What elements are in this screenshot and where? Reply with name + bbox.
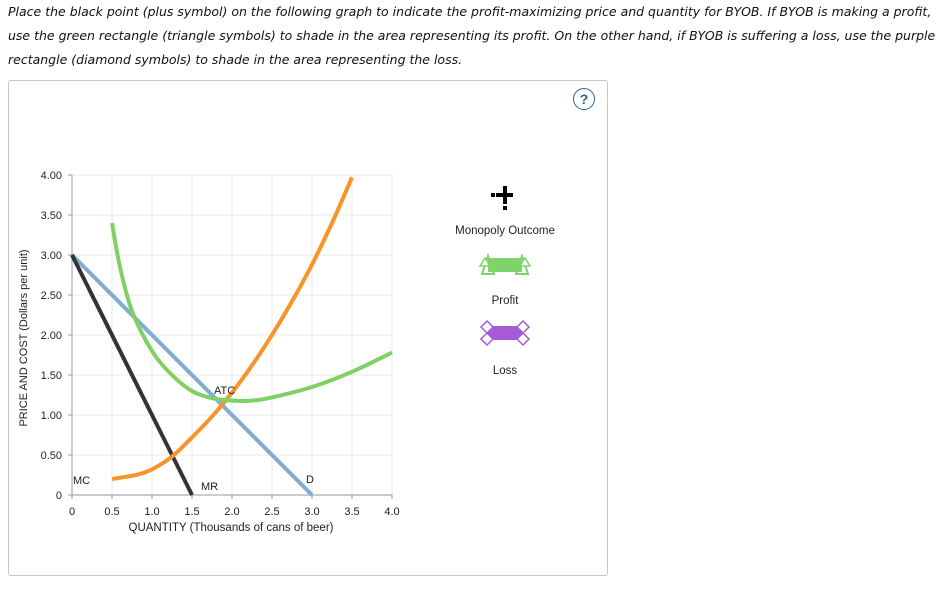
- x-tick-label: 1.5: [184, 506, 199, 518]
- x-tick-label: 2.5: [264, 506, 279, 518]
- y-tick-label: 0: [56, 490, 62, 502]
- plus-point-icon[interactable]: [491, 186, 513, 210]
- d-label: D: [306, 474, 314, 486]
- atc-label: ATC: [214, 385, 235, 397]
- profit-tool[interactable]: Profit: [478, 252, 532, 307]
- instructions-line-1: Place the black point (plus symbol) on t…: [8, 4, 932, 19]
- x-tick-label: 3.5: [344, 506, 359, 518]
- help-icon[interactable]: ?: [573, 88, 595, 110]
- chart-ticks: 0 0.50 1.00 1.50 2.00 2.50 3.00 3.50 4.00 0 0.5 1.0…: [41, 170, 400, 518]
- profit-rectangle-icon[interactable]: [478, 252, 532, 275]
- instructions-line-3: rectangle (diamond symbols) to shade in …: [8, 52, 463, 67]
- chart-series[interactable]: [70, 176, 393, 497]
- mr-label: MR: [201, 481, 218, 493]
- x-tick-label: 0: [69, 506, 75, 518]
- monopoly-outcome-tool[interactable]: Monopoly Outcome: [455, 186, 555, 237]
- mc-label: MC: [73, 475, 90, 487]
- y-tick-label: 1.00: [41, 410, 62, 422]
- x-tick-label: 3.0: [304, 506, 319, 518]
- y-tick-label: 2.00: [41, 330, 62, 342]
- instructions-line-2: use the green rectangle (triangle symbol…: [8, 28, 936, 43]
- d-curve: [70, 253, 314, 497]
- y-tick-label: 0.50: [41, 450, 62, 462]
- x-axis-label: QUANTITY (Thousands of cans of beer): [129, 522, 334, 534]
- y-tick-label: 3.00: [41, 250, 62, 262]
- instructions: Place the black point (plus symbol) on t…: [8, 0, 938, 72]
- loss-tool[interactable]: Loss: [479, 319, 531, 377]
- y-tick-label: 3.50: [41, 210, 62, 222]
- monopoly-outcome-label: Monopoly Outcome: [455, 225, 555, 237]
- y-tick-label: 2.50: [41, 290, 62, 302]
- y-axis-label: PRICE AND COST (Dollars per unit): [18, 249, 30, 426]
- profit-label: Profit: [492, 295, 520, 307]
- loss-label: Loss: [493, 365, 518, 377]
- y-tick-label: 4.00: [41, 170, 62, 182]
- chart-grid: [72, 174, 393, 495]
- x-tick-label: 0.5: [104, 506, 119, 518]
- x-tick-label: 2.0: [224, 506, 239, 518]
- atc-curve: [110, 222, 393, 403]
- loss-rectangle-icon[interactable]: [479, 319, 531, 347]
- mc-curve: [111, 176, 354, 481]
- x-tick-label: 4.0: [384, 506, 399, 518]
- y-tick-label: 1.50: [41, 370, 62, 382]
- x-tick-label: 1.0: [144, 506, 159, 518]
